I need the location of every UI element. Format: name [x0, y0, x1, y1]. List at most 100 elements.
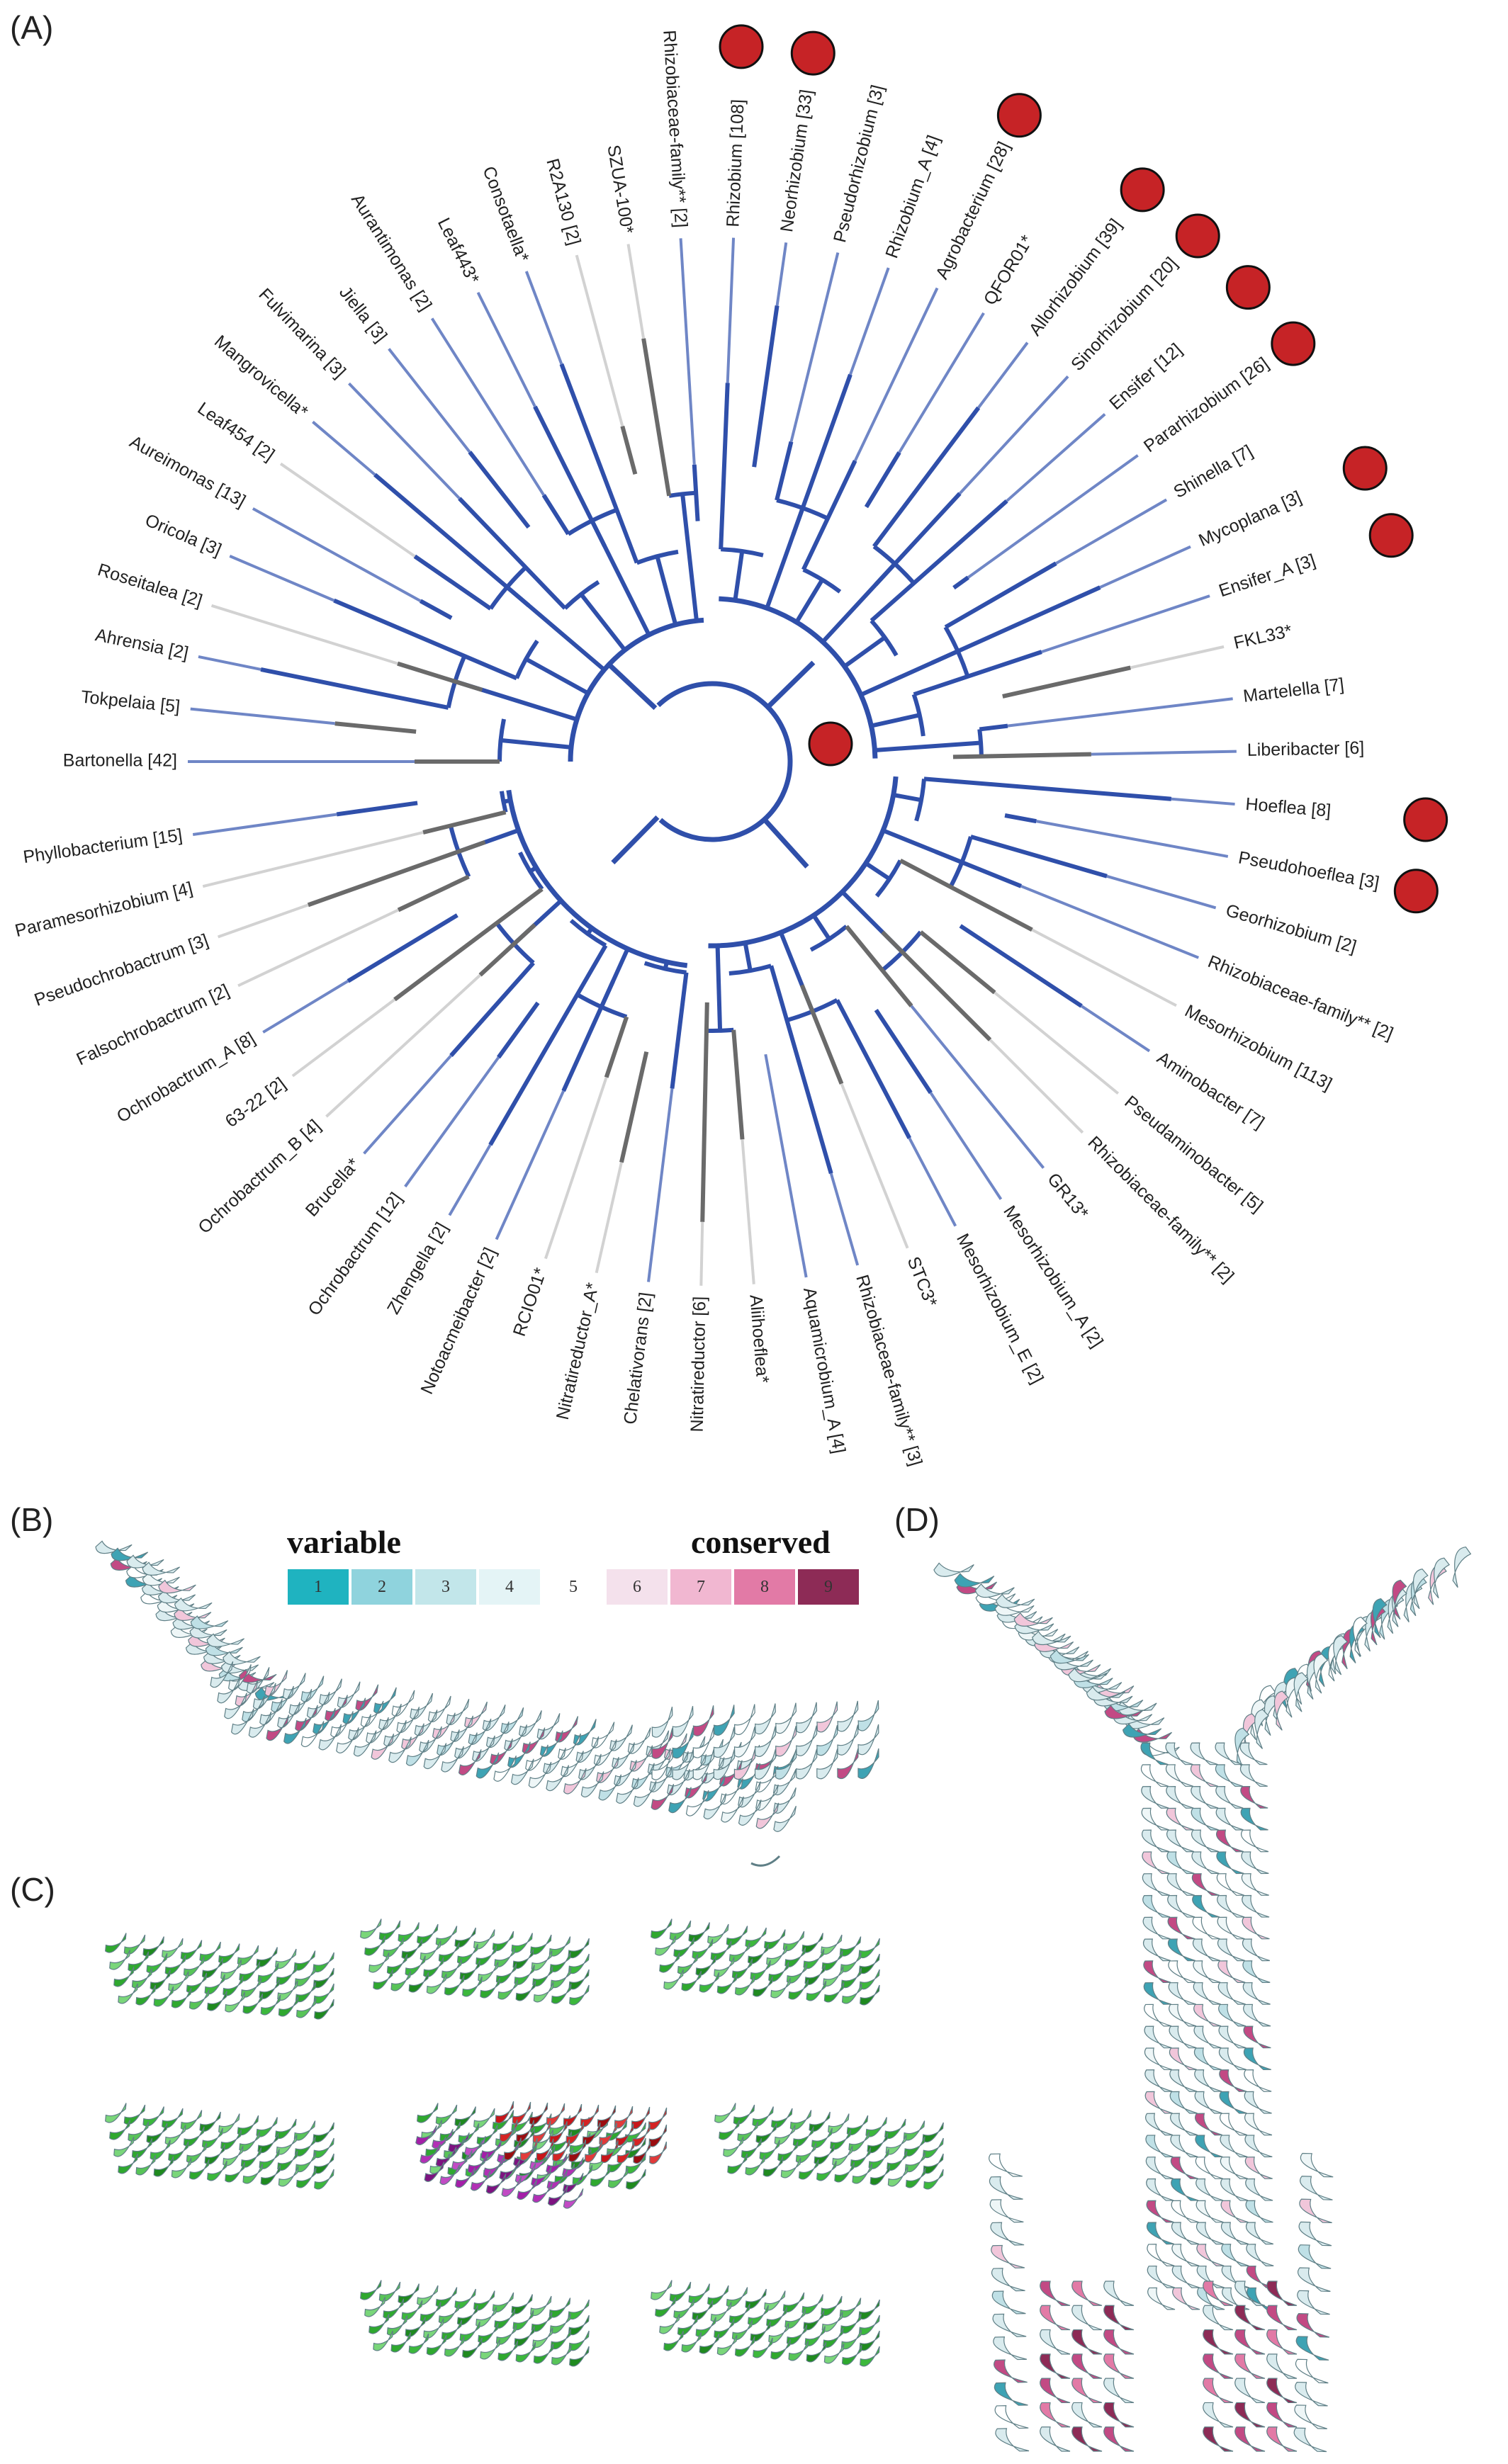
helix-turn	[1293, 2427, 1327, 2453]
helix-turn	[796, 1702, 818, 1734]
helix-turn	[293, 1950, 316, 1971]
helix-turn	[551, 2344, 572, 2366]
helix-turn	[378, 1920, 401, 1941]
helix-turn	[905, 2167, 926, 2188]
reference-structure	[415, 2101, 668, 2209]
helix-turn	[632, 2124, 651, 2147]
helix-turn	[390, 1970, 412, 1991]
helix-turn	[859, 2330, 880, 2351]
helix-turn	[1333, 1635, 1349, 1675]
helix-turn	[989, 2176, 1023, 2200]
tree-branch	[1006, 413, 1106, 502]
tree-branch	[468, 451, 531, 529]
tree-branch	[448, 1143, 492, 1216]
helix-turn	[355, 1684, 379, 1711]
tree-branch	[575, 254, 624, 427]
red-marker	[1393, 869, 1439, 914]
helix-turn	[562, 2173, 584, 2193]
helix-turn	[1244, 2091, 1272, 2114]
helix-turn	[242, 2163, 264, 2184]
tip-label: Aliihoeflea*	[745, 1294, 772, 1384]
helix-turn	[1071, 2281, 1103, 2306]
helix-turn	[1217, 1960, 1246, 1983]
legend-cell-number: 3	[441, 1577, 450, 1596]
helix-turn	[846, 2115, 869, 2136]
helix-turn	[330, 1711, 354, 1738]
helix-turn	[1221, 2244, 1249, 2266]
helix-turn	[852, 2163, 873, 2184]
helix-turn	[1168, 1938, 1196, 1962]
helix-turn	[1169, 2025, 1197, 2049]
helix-turn	[1141, 1807, 1169, 1831]
helix-turn	[109, 1950, 131, 1970]
helix-turn	[840, 2329, 862, 2350]
helix-turn	[669, 1920, 692, 1941]
helix-turn	[1244, 2047, 1271, 2071]
helix-turn	[1295, 2381, 1328, 2407]
tree-branch	[210, 604, 398, 665]
helix-turn	[1103, 2329, 1135, 2355]
helix-turn	[786, 1963, 808, 1984]
tree-branch	[1002, 665, 1131, 699]
helix-turn	[146, 1952, 168, 1974]
helix-turn	[1240, 1807, 1268, 1831]
helix-turn	[1294, 2404, 1327, 2429]
helix-turn	[364, 1935, 386, 1956]
legend-cell-number: 2	[378, 1577, 386, 1596]
helix-turn	[517, 2179, 538, 2200]
tip-label: Bartonella [42]	[63, 751, 177, 771]
helix-turn	[437, 1729, 460, 1756]
helix-turn	[834, 2161, 855, 2183]
helix-turn	[547, 2185, 568, 2206]
tree-branch	[430, 317, 545, 496]
helix-turn	[512, 2310, 534, 2331]
tree-branch	[559, 363, 639, 564]
helix-turn	[1165, 1742, 1193, 1765]
helix-turn	[659, 1952, 680, 1973]
helix-turn	[1296, 2313, 1330, 2338]
helix-turn	[1140, 1742, 1169, 1765]
helix-turn	[714, 2318, 735, 2339]
helix-turn	[772, 1769, 797, 1796]
helix-turn	[703, 1793, 727, 1820]
helix-turn	[989, 2199, 1024, 2223]
helix-turn	[528, 1761, 552, 1788]
helix-turn	[755, 1802, 780, 1829]
conservation-legend: variable conserved 1 2 3 4 5 6 7 8 9	[287, 1523, 882, 1608]
tree-branch	[363, 1054, 452, 1155]
helix-turn	[837, 1700, 859, 1732]
tree-branch	[388, 348, 471, 453]
helix-turn	[582, 2122, 601, 2145]
helix-turn	[1144, 2069, 1173, 2092]
helix-turn	[530, 1934, 552, 1955]
helix-turn	[1266, 2426, 1298, 2452]
helix-turn	[992, 2313, 1027, 2337]
helix-turn	[796, 1725, 818, 1756]
helix-turn	[109, 2120, 131, 2140]
helix-turn	[386, 2315, 408, 2336]
helix-turn	[994, 2404, 1029, 2429]
helix-turn	[1191, 1786, 1219, 1809]
helix-turn	[150, 1969, 171, 1990]
red-marker	[1175, 213, 1220, 259]
helix-turn	[220, 1960, 242, 1980]
helix-turn	[803, 2310, 825, 2331]
tree-branch	[620, 425, 638, 475]
helix-turn	[840, 1952, 862, 1972]
helix-turn	[737, 2121, 759, 2142]
helix-turn	[1220, 2157, 1248, 2179]
legend-cell: 8	[733, 1569, 796, 1605]
helix-turn	[135, 1984, 157, 2006]
helix-turn	[714, 1957, 735, 1977]
helix-turn	[454, 2106, 476, 2127]
helix-turn	[738, 1799, 762, 1826]
helix-turn	[1196, 2265, 1225, 2288]
helix-turn	[1216, 1873, 1244, 1896]
panel-label-a: (A)	[10, 9, 54, 46]
helix-turn	[225, 1991, 245, 2013]
tree-branch	[935, 849, 1022, 888]
helix-turn	[768, 1961, 789, 1982]
helix-turn	[1217, 1916, 1245, 1940]
tree-branch	[881, 930, 992, 1041]
helix-turn	[1145, 2113, 1174, 2136]
